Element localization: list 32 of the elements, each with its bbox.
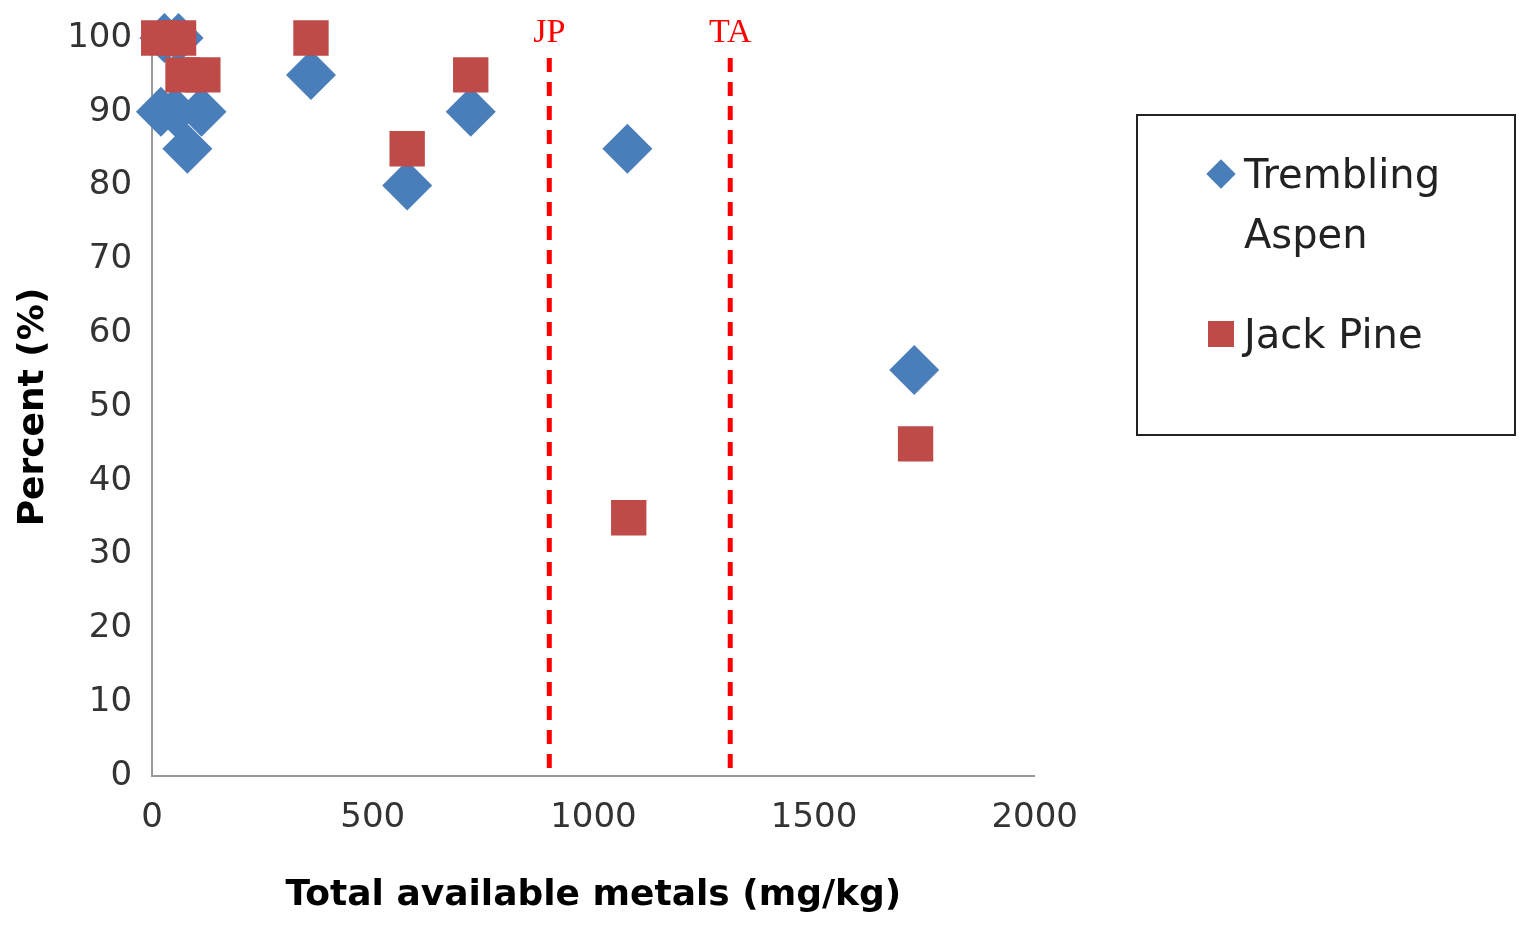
point xyxy=(453,57,489,93)
point xyxy=(897,426,934,462)
y-tick-label: 40 xyxy=(88,457,133,498)
x-axis-title: Total available metals (mg/kg) xyxy=(285,871,902,913)
y-axis-title: Percent (%) xyxy=(9,287,51,527)
point xyxy=(611,500,647,536)
x-tick-label: 2000 xyxy=(991,795,1078,836)
y-tick-label: 10 xyxy=(88,679,133,720)
y-tick-label: 80 xyxy=(88,162,133,203)
y-tick-label: 100 xyxy=(67,14,133,55)
legend-label: Trembling Aspen xyxy=(1244,150,1442,259)
x-tick-label: 1500 xyxy=(770,795,858,836)
point xyxy=(185,57,221,93)
y-tick-label: 90 xyxy=(88,88,133,129)
y-tick-label: 30 xyxy=(88,531,133,572)
y-tick-label: 0 xyxy=(110,752,133,793)
y-tick-label: 60 xyxy=(88,310,133,351)
point xyxy=(602,123,653,174)
point xyxy=(293,20,329,56)
x-tick-label: 500 xyxy=(340,795,406,836)
point xyxy=(389,131,425,167)
ref-line-label: TA xyxy=(708,11,752,49)
x-tick-label: 0 xyxy=(141,795,163,836)
point xyxy=(162,123,213,174)
x-tick-label: 1000 xyxy=(550,795,637,836)
legend-label: Jack Pine xyxy=(1244,310,1424,359)
point xyxy=(889,345,940,396)
y-tick-label: 50 xyxy=(88,383,133,424)
ref-line-label: JP xyxy=(533,11,566,49)
y-tick-label: 20 xyxy=(88,605,133,646)
point xyxy=(160,20,197,56)
y-tick-label: 70 xyxy=(88,236,133,277)
